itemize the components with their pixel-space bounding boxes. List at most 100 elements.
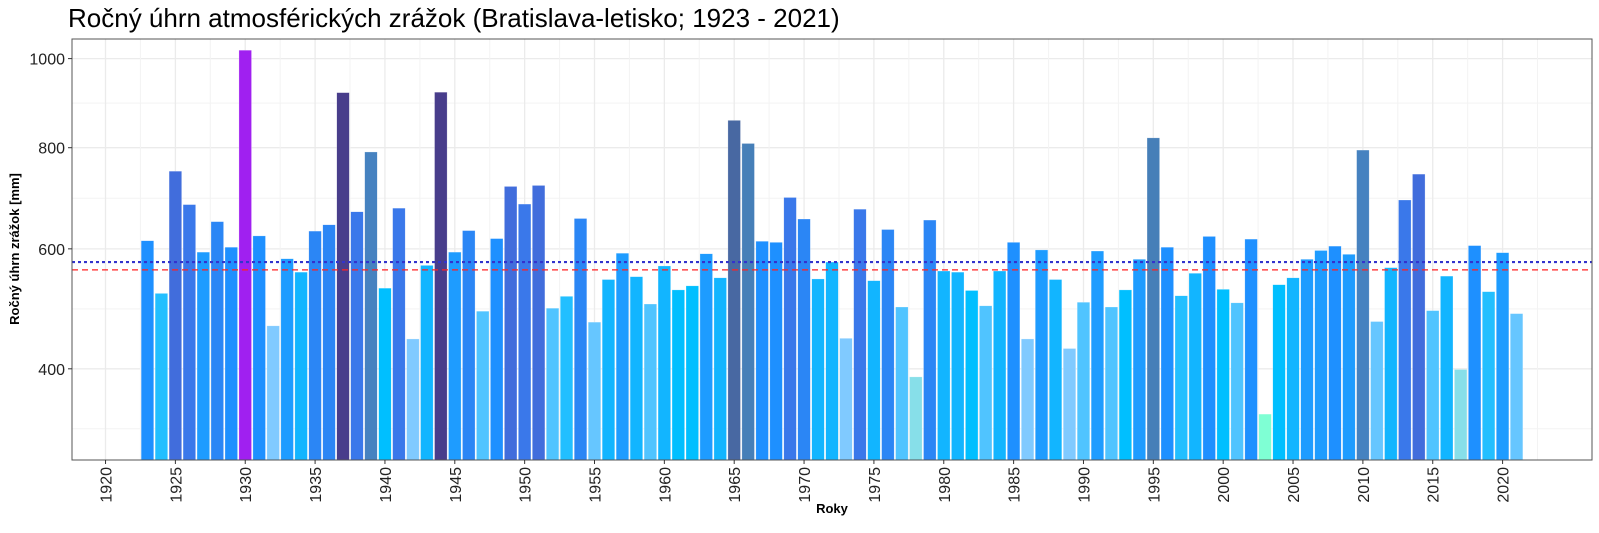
bar-1932 [266,325,280,461]
bar-1973 [839,338,853,461]
bar-1997 [1174,295,1188,461]
bar-1939 [364,151,378,461]
bar-1946 [462,230,476,461]
bar-1965 [727,120,741,461]
bar-1988 [1048,279,1063,461]
bar-2009 [1342,254,1356,461]
bar-1945 [448,251,462,461]
bar-1977 [895,306,909,461]
bar-1954 [573,218,588,461]
bar-1969 [783,197,797,461]
bar-2017 [1454,369,1468,461]
x-tick-label: 2015 [1426,467,1443,503]
bar-1972 [825,261,839,461]
bar-1927 [196,251,210,461]
x-tick-label: 1960 [657,467,674,503]
bar-1976 [881,229,895,461]
bar-1960 [657,265,671,461]
bar-1987 [1035,249,1049,461]
x-tick-label: 2010 [1356,467,1373,503]
y-axis-ticks: 400 600 800 1000 [29,52,72,379]
bar-1930 [238,49,252,461]
bar-1996 [1160,246,1174,461]
x-tick-label: 2020 [1496,467,1513,503]
bar-1966 [741,143,755,461]
bar-1993 [1118,289,1132,461]
bar-1937 [336,92,350,461]
bars [140,49,1524,461]
bar-1983 [979,305,993,461]
x-axis-label: Roky [816,501,849,516]
bar-1948 [490,238,504,461]
bar-1925 [168,170,182,461]
bar-1947 [476,310,490,461]
x-tick-label: 1985 [1007,467,1024,503]
bar-2012 [1384,267,1398,461]
y-tick-label: 400 [38,362,65,379]
bar-2003 [1258,413,1272,461]
bar-1936 [322,224,336,461]
x-tick-label: 1935 [308,467,325,503]
bar-1981 [951,271,965,461]
x-tick-label: 1955 [588,467,605,503]
y-tick-label: 800 [38,141,65,158]
bar-1959 [643,303,657,461]
bar-1929 [224,246,238,461]
bar-1956 [601,279,616,461]
bar-2000 [1216,289,1230,461]
bar-1942 [406,338,420,461]
bar-1943 [420,265,434,461]
bar-1994 [1132,259,1146,461]
bar-1982 [965,290,979,461]
bar-2016 [1440,275,1454,461]
bar-1978 [909,376,923,461]
x-tick-label: 1950 [518,467,535,503]
bar-1980 [937,270,951,461]
bar-1934 [294,271,308,461]
bar-2007 [1314,250,1328,461]
bar-1992 [1104,306,1118,461]
plot-border [71,38,1593,461]
bar-1952 [546,307,560,461]
bar-2015 [1426,310,1440,461]
bar-1979 [923,219,937,461]
y-axis-label: Ročný úhrn zrážok [mm] [7,173,22,325]
chart-title: Ročný úhrn atmosférických zrážok (Bratis… [68,3,840,33]
x-tick-label: 1925 [168,467,185,503]
bar-2011 [1370,321,1384,461]
bar-1990 [1076,301,1091,461]
x-tick-label: 1980 [937,467,954,503]
x-tick-label: 2005 [1286,467,1303,503]
bar-1998 [1188,273,1202,461]
bar-2010 [1356,149,1370,461]
bar-1985 [1007,242,1021,461]
bar-2019 [1482,291,1496,461]
bar-1941 [392,207,406,461]
bar-1970 [797,218,811,461]
bar-2013 [1398,199,1412,461]
bar-1955 [587,321,602,461]
bar-1961 [671,289,685,461]
bar-2005 [1286,277,1300,461]
bar-1923 [140,240,154,461]
bar-1944 [434,91,448,461]
bar-2004 [1272,284,1286,461]
bar-1964 [713,277,727,461]
x-tick-label: 1995 [1146,467,1163,503]
bar-1991 [1090,250,1104,461]
bar-1986 [1021,338,1035,461]
x-tick-label: 1945 [448,467,465,503]
x-tick-label: 1970 [797,467,814,503]
bar-1984 [993,270,1007,461]
bar-1951 [532,185,546,461]
bar-1957 [615,252,629,461]
bar-2006 [1300,259,1314,461]
bar-1928 [210,221,224,461]
bar-1975 [867,280,881,461]
x-tick-label: 2000 [1216,467,1233,503]
bar-2021 [1510,313,1524,461]
reference-lines [72,260,1592,271]
bar-1968 [769,242,783,461]
bar-1940 [378,287,392,461]
